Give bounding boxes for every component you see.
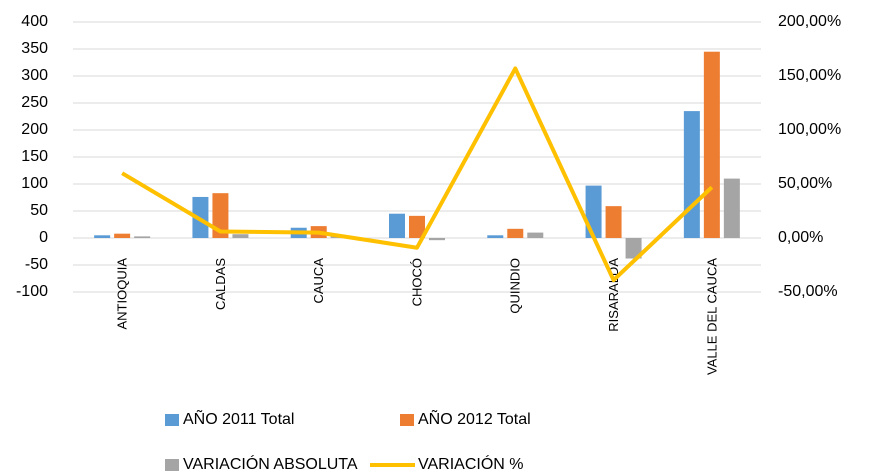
line-series	[121, 66, 714, 283]
y-tick-label: 300	[21, 67, 48, 84]
bar	[527, 232, 544, 238]
bar	[703, 51, 720, 239]
bar	[605, 206, 622, 238]
y2-tick-label: 100,00%	[778, 121, 841, 138]
bar	[487, 235, 504, 238]
bar	[585, 185, 602, 238]
x-tick-label: VALLE DEL CAUCA	[704, 258, 719, 375]
bar	[507, 228, 524, 238]
legend-swatch	[400, 414, 414, 426]
x-tick-label: CALDAS	[213, 258, 228, 310]
bar	[409, 215, 425, 238]
y-tick-label: 400	[21, 13, 48, 30]
bar	[389, 213, 405, 238]
bar	[114, 233, 131, 238]
y-tick-label: 200	[21, 121, 48, 138]
y2-tick-label: 150,00%	[778, 67, 841, 84]
x-tick-label: QUINDIO	[508, 258, 523, 314]
y2-tick-label: -50,00%	[778, 283, 838, 300]
bar	[212, 193, 229, 238]
y-tick-label: 150	[21, 148, 48, 165]
legend-swatch	[165, 459, 179, 471]
legend-label: AÑO 2011 Total	[183, 408, 294, 428]
y-tick-label: -100	[16, 283, 48, 300]
y-tick-label: 0	[39, 229, 48, 246]
x-tick-label: CAUCA	[311, 258, 326, 304]
legend-label: VARIACIÓN %	[418, 454, 524, 473]
y-tick-label: 50	[30, 202, 48, 219]
bar	[625, 238, 642, 259]
legend-swatch	[165, 414, 179, 426]
y-tick-label: 350	[21, 40, 48, 57]
y-tick-label: 250	[21, 94, 48, 111]
y2-tick-label: 200,00%	[778, 13, 841, 30]
legend-label: AÑO 2012 Total	[418, 408, 531, 428]
bar	[429, 238, 445, 241]
x-tick-label: ANTIOQUIA	[115, 258, 130, 330]
y-tick-label: 100	[21, 175, 48, 192]
bar	[94, 235, 111, 238]
y-tick-label: -50	[25, 256, 48, 273]
y2-tick-label: 50,00%	[778, 175, 832, 192]
bar	[683, 111, 700, 238]
x-tick-label: CHOCÓ	[409, 258, 424, 306]
bar	[723, 178, 740, 238]
y2-tick-label: 0,00%	[778, 229, 823, 246]
bar	[134, 236, 151, 238]
legend-label: VARIACIÓN ABSOLUTA	[183, 454, 358, 473]
bar	[232, 234, 249, 238]
